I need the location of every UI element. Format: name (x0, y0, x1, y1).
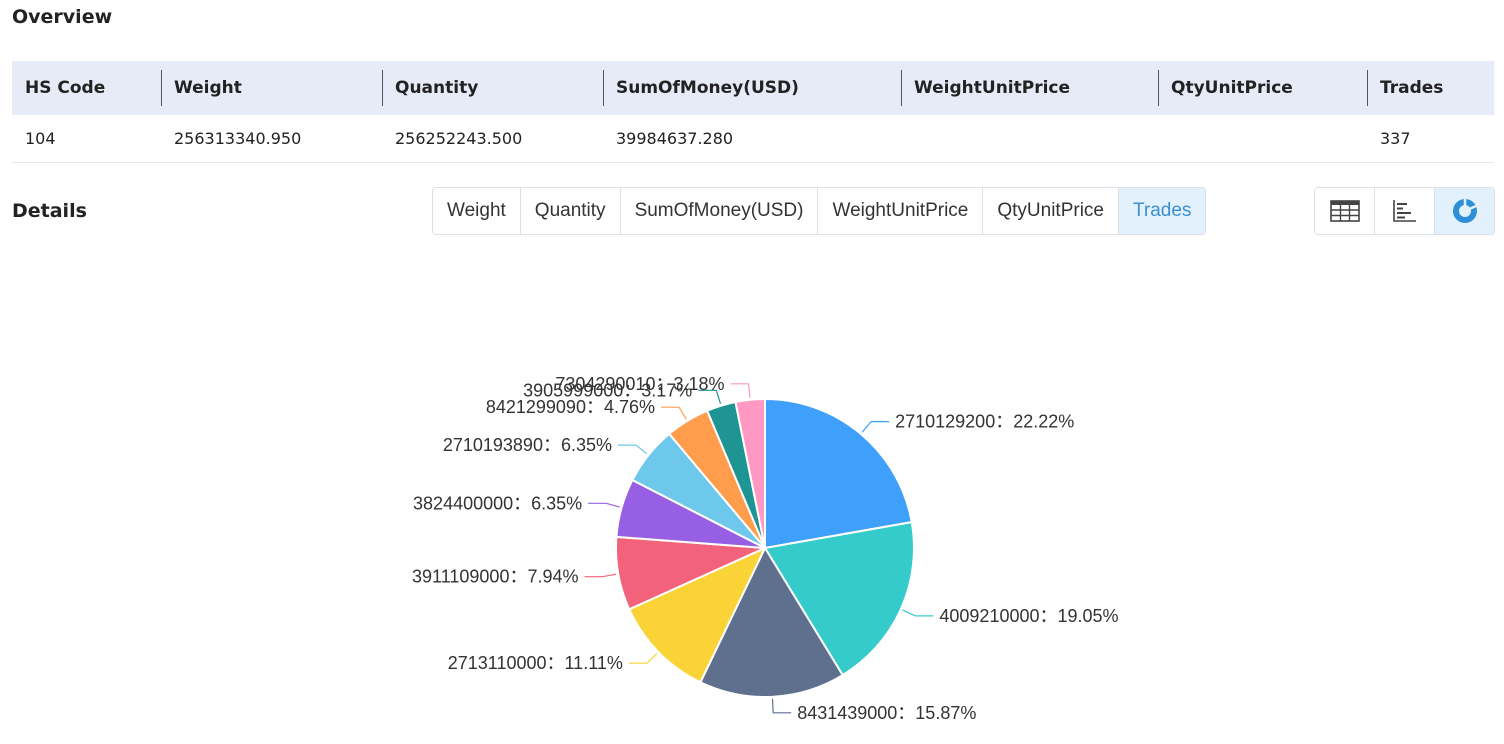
pie-slice-8431439000[interactable] (699, 547, 844, 698)
pie-view-button[interactable] (1434, 188, 1494, 234)
header-qty-unit-price: QtyUnitPrice (1158, 61, 1367, 115)
label-line-8421299090 (661, 406, 687, 420)
header-trades: Trades (1367, 61, 1494, 115)
data-label-3911109000: 3911109000：7.94% (412, 567, 578, 587)
data-label-8431439000: 8431439000：15.87% (797, 703, 976, 723)
table-icon (1329, 200, 1360, 222)
header-hs-code: HS Code (12, 61, 161, 115)
cell-hs-code: 104 (12, 115, 161, 163)
label-line-2710129200 (861, 421, 890, 433)
tab-sum-of-money[interactable]: SumOfMoney(USD) (619, 188, 818, 234)
cell-qty-unit-price (1158, 115, 1367, 163)
label-line-8431439000 (771, 698, 792, 714)
label-line-3911109000 (584, 573, 617, 578)
overview-header-row: HS Code Weight Quantity SumOfMoney(USD) … (12, 61, 1494, 115)
cell-trades: 337 (1367, 115, 1494, 163)
tab-qty-unit-price[interactable]: QtyUnitPrice (982, 188, 1118, 234)
tab-trades[interactable]: Trades (1118, 188, 1206, 234)
cell-weight-unit-price (901, 115, 1158, 163)
label-line-2713110000 (628, 653, 658, 664)
tab-quantity[interactable]: Quantity (519, 188, 620, 234)
tab-weight-unit-price[interactable]: WeightUnitPrice (817, 188, 983, 234)
details-title: Details (12, 200, 87, 222)
metric-tabs: Weight Quantity SumOfMoney(USD) WeightUn… (432, 187, 1207, 235)
overview-table: HS Code Weight Quantity SumOfMoney(USD) … (12, 61, 1494, 163)
data-label-8421299090: 8421299090：4.76% (486, 397, 655, 417)
table-view-button[interactable] (1315, 188, 1374, 234)
data-label-2710193890: 2710193890：6.35% (443, 435, 612, 455)
bar-chart-icon (1392, 200, 1416, 222)
label-line-3824400000 (588, 502, 620, 508)
label-line-2710193890 (618, 444, 648, 455)
pie-chart-icon (1452, 198, 1477, 223)
tab-weight[interactable]: Weight (433, 188, 520, 234)
view-switcher (1314, 187, 1495, 235)
data-label-3824400000: 3824400000：6.35% (413, 493, 582, 513)
pie-slice-7304290010[interactable] (734, 397, 766, 549)
data-label-2713110000: 2713110000：11.11% (448, 653, 623, 673)
pie-slice-2710129200[interactable] (764, 398, 913, 549)
label-line-3905999000 (698, 389, 722, 404)
cell-sum-of-money: 39984637.280 (603, 115, 901, 163)
header-weight: Weight (161, 61, 382, 115)
data-label-7304290010: 7304290010：3.18% (555, 374, 724, 394)
label-line-4009210000 (902, 609, 934, 617)
data-label-2710129200: 2710129200：22.22% (895, 412, 1074, 432)
pie-slice-4009210000[interactable] (764, 521, 915, 677)
data-label-4009210000: 4009210000：19.05% (939, 606, 1118, 626)
pie-slice-2713110000[interactable] (628, 547, 766, 684)
overview-title: Overview (12, 6, 113, 28)
data-label-3905999000: 3905999000：3.17% (523, 380, 692, 400)
header-weight-unit-price: WeightUnitPrice (901, 61, 1158, 115)
bar-view-button[interactable] (1374, 188, 1434, 234)
table-row: 104 256313340.950 256252243.500 39984637… (12, 115, 1494, 163)
label-line-7304290010 (730, 383, 751, 398)
header-sum-of-money: SumOfMoney(USD) (603, 61, 901, 115)
header-quantity: Quantity (382, 61, 603, 115)
cell-quantity: 256252243.500 (382, 115, 603, 163)
cell-weight: 256313340.950 (161, 115, 382, 163)
